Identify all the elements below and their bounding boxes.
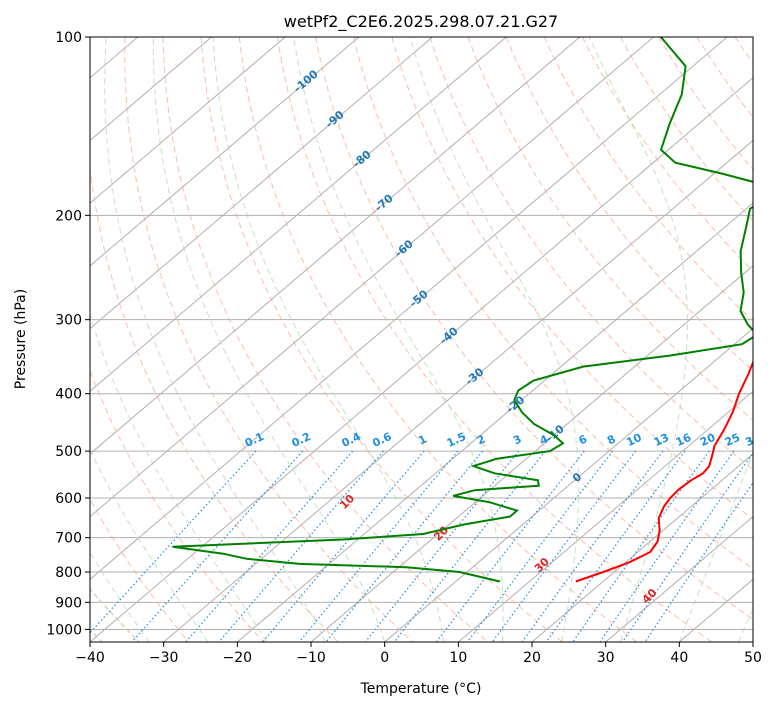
moist-adiabat	[90, 312, 268, 642]
dewpoint-series-line	[172, 37, 753, 583]
isotherm	[90, 37, 507, 392]
x-tick-label: −10	[296, 650, 326, 666]
mixing-ratio-line	[364, 450, 520, 642]
dry-adiabat	[200, 37, 563, 642]
mixing-ratio-line	[467, 450, 614, 642]
x-tick-label: −40	[75, 650, 105, 666]
isotherm	[237, 202, 753, 642]
x-tick-label: −30	[149, 650, 179, 666]
mixing-ratio-label: 16	[674, 431, 694, 449]
isotherm-grid	[90, 37, 753, 642]
x-tick-label: 40	[670, 650, 688, 666]
dry-adiabat	[238, 37, 638, 642]
x-tick-label: 30	[597, 650, 615, 666]
mixing-ratio-lines	[90, 450, 753, 642]
moist-adiabat	[678, 451, 753, 642]
isotherm	[90, 37, 728, 580]
mixing-ratio-label: 13	[652, 431, 671, 449]
y-tick-label: 900	[55, 595, 82, 611]
mixing-ratio-line	[393, 450, 546, 642]
y-axis-label: Pressure (hPa)	[13, 289, 29, 389]
y-tick-label: 300	[55, 313, 82, 329]
mixing-ratio-label: 30	[743, 431, 763, 449]
dry-adiabat	[90, 162, 339, 642]
dry-adiabat	[315, 37, 753, 620]
chart-title: wetPf2_C2E6.2025.298.07.21.G27	[284, 12, 558, 32]
mixing-ratio-line	[298, 450, 459, 642]
y-tick-label: 200	[55, 208, 82, 224]
isotherm	[90, 37, 286, 204]
y-tick-label: 500	[55, 444, 82, 460]
x-tick-label: 10	[449, 650, 467, 666]
mixing-ratio-line	[90, 450, 257, 634]
isotherm	[605, 515, 753, 642]
isobar-grid	[90, 37, 753, 630]
mixing-ratio-label: 20	[698, 431, 718, 449]
plot-area: -100-90-80-70-60-50-40-30-20-10010203040…	[90, 37, 763, 642]
x-tick-label: 50	[744, 650, 762, 666]
x-tick-label: 0	[380, 650, 389, 666]
mixing-ratio-line	[621, 452, 753, 642]
mixing-ratio-line	[131, 450, 304, 642]
plot-frame	[89, 36, 754, 643]
y-tick-label: 400	[55, 387, 82, 403]
isotherm	[90, 37, 433, 330]
isotherm	[90, 37, 581, 455]
dry-adiabat	[543, 37, 753, 322]
isotherm	[458, 390, 753, 642]
y-tick-label: 700	[55, 531, 82, 547]
mixing-ratio-line	[545, 450, 686, 642]
moist-adiabat	[104, 37, 327, 642]
dry-adiabat	[276, 37, 712, 642]
isotherm	[531, 453, 753, 642]
y-tick-label: 800	[55, 565, 82, 581]
mixing-ratio-line	[599, 450, 735, 642]
moist-adiabat	[90, 448, 209, 642]
dry-adiabat	[505, 37, 753, 372]
x-tick-label: 20	[523, 650, 541, 666]
x-tick-label: −20	[223, 650, 253, 666]
mixing-ratio-line	[435, 450, 585, 642]
y-tick-label: 100	[55, 30, 82, 46]
mixing-ratio-label: 10	[624, 431, 644, 449]
moist-adiabat	[152, 37, 386, 642]
dry-adiabat	[658, 37, 753, 171]
moist-adiabat	[409, 37, 580, 642]
mixing-ratio-line	[325, 450, 484, 642]
y-tick-label: 1000	[46, 622, 82, 638]
isotherm	[90, 37, 360, 267]
dry-adiabat	[162, 37, 488, 642]
x-axis-ticks: −40 −30 −20 −10 0 10 20 30 40 50	[75, 642, 762, 666]
isotherm	[90, 77, 753, 642]
y-tick-label: 600	[55, 491, 82, 507]
isotherm	[384, 327, 753, 642]
dry-adiabat	[353, 37, 753, 570]
mixing-ratio-line	[491, 450, 637, 642]
mixing-ratio-line	[644, 481, 753, 642]
dry-adiabat	[90, 369, 264, 642]
temperature-series-line	[575, 359, 753, 583]
mixing-ratio-label: 25	[723, 431, 742, 449]
isotherm	[90, 37, 654, 518]
isotherm	[90, 37, 212, 142]
y-axis-ticks: 100 200 300 400 500 600 700 800 900 1000	[46, 30, 90, 638]
moist-adiabat	[588, 37, 688, 642]
x-axis-label: Temperature (°C)	[360, 681, 482, 697]
moist-adiabat	[212, 37, 445, 642]
mixing-ratio-line	[262, 450, 425, 642]
dry-adiabat	[467, 37, 753, 421]
moist-adiabat	[293, 37, 504, 642]
dry-adiabats	[90, 37, 753, 642]
